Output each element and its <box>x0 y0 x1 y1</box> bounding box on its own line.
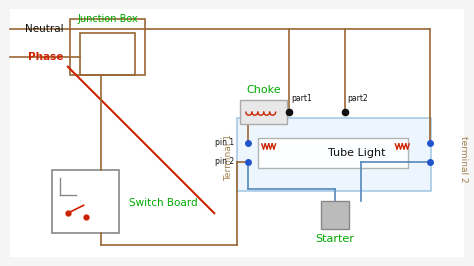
Bar <box>321 201 349 229</box>
Text: Terminal 1: Terminal 1 <box>224 134 233 181</box>
Text: pin 1: pin 1 <box>215 138 234 147</box>
Text: terminal 2: terminal 2 <box>459 136 468 183</box>
Text: Phase: Phase <box>28 52 64 62</box>
Bar <box>237 118 431 191</box>
Text: Tube Light: Tube Light <box>328 148 385 158</box>
Text: part1: part1 <box>292 94 312 103</box>
Text: Neutral: Neutral <box>25 24 64 34</box>
Bar <box>258 138 408 168</box>
Text: Choke: Choke <box>246 85 281 95</box>
Text: Starter: Starter <box>316 234 355 244</box>
Bar <box>80 33 135 75</box>
Text: Junction Box: Junction Box <box>77 14 138 24</box>
Bar <box>52 170 119 233</box>
Text: Switch Board: Switch Board <box>129 198 198 208</box>
Bar <box>70 19 145 75</box>
Text: pin 2: pin 2 <box>215 157 234 166</box>
Text: part2: part2 <box>347 94 368 103</box>
Bar <box>240 100 287 124</box>
